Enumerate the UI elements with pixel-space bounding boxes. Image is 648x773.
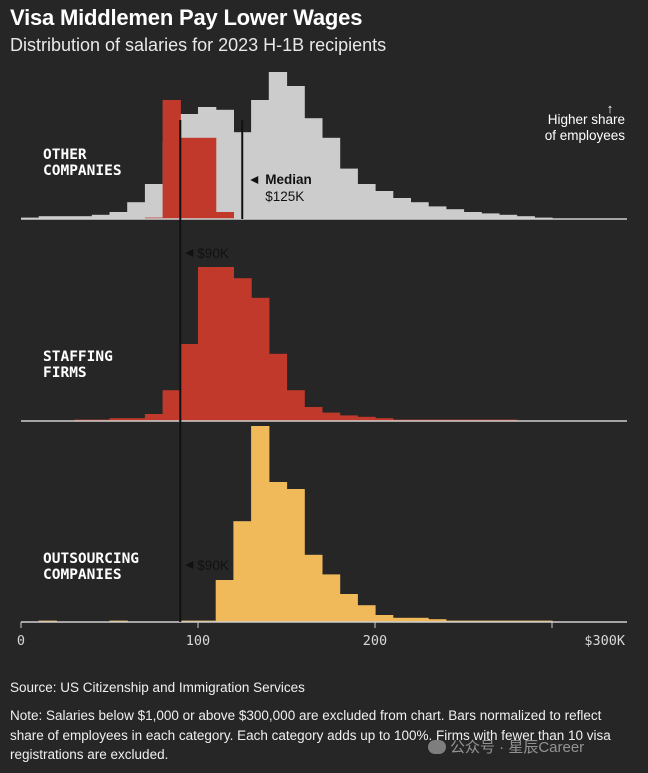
legend-line-2: of employees — [545, 128, 626, 143]
highlight-bar — [215, 212, 234, 219]
series-label: OUTSOURCING COMPANIES — [43, 551, 139, 583]
histogram-bar — [375, 191, 394, 219]
histogram-bar — [357, 184, 376, 219]
highlight-bar — [162, 100, 181, 219]
histogram-bar — [428, 206, 447, 219]
histogram-bar — [339, 594, 358, 622]
histogram-bar — [268, 482, 288, 622]
histogram-bar — [74, 216, 93, 219]
histogram-bar — [233, 278, 252, 421]
median-value-label: $90K — [197, 246, 229, 261]
histogram-bar — [410, 202, 429, 219]
histogram-bar — [127, 202, 146, 219]
x-tick-label: 100 — [186, 633, 210, 649]
x-tick-label: 0 — [17, 633, 25, 649]
watermark: 公众号 · 星辰Career — [428, 736, 584, 757]
histogram-bar — [410, 617, 429, 622]
histogram-bar — [463, 212, 482, 219]
legend-arrow: ↑ — [607, 101, 614, 116]
histogram-bar — [375, 615, 394, 622]
highlight-bar — [198, 137, 217, 219]
histogram-bar — [357, 416, 376, 421]
histogram-bar — [251, 426, 270, 622]
median-marker-icon — [250, 176, 259, 184]
histogram-chart: OTHER COMPANIES Median $125K STAFFING FIRMS $9… — [17, 72, 627, 649]
histogram-bar — [498, 214, 518, 219]
histogram-bar — [516, 216, 535, 219]
histogram-bar — [481, 213, 500, 219]
chart-title: Visa Middlemen Pay Lower Wages — [10, 5, 363, 30]
histogram-bar — [375, 418, 394, 421]
histogram-bar — [215, 109, 234, 219]
source-note: Source: US Citizenship and Immigration S… — [10, 680, 305, 695]
histogram-bar — [109, 418, 128, 421]
histogram-bar — [251, 100, 270, 219]
series-label: OTHER COMPANIES — [43, 147, 122, 179]
histogram-bar — [392, 198, 411, 219]
histogram-bar — [144, 414, 164, 421]
histogram-bar — [215, 267, 234, 421]
median-marker-icon — [185, 561, 194, 569]
histogram-bar — [162, 390, 181, 421]
wechat-icon — [428, 740, 446, 754]
histogram-bar — [268, 72, 288, 219]
histogram-bar — [38, 216, 57, 219]
histogram-bar — [286, 489, 305, 622]
histogram-bar — [251, 297, 270, 421]
histogram-bar — [339, 415, 358, 421]
histogram-bar — [91, 214, 111, 219]
legend-share-note: ↑ Higher share of employees — [545, 101, 626, 143]
median-value-label: $125K — [265, 189, 304, 204]
highlight-bar — [180, 137, 199, 219]
histogram-bar — [339, 168, 358, 219]
histogram-bar — [144, 184, 164, 219]
legend-line-1: Higher share — [548, 112, 625, 127]
series-label: STAFFING FIRMS — [43, 349, 113, 381]
histogram-bar — [304, 554, 323, 622]
median-marker-icon — [185, 249, 194, 257]
footnote: Note: Salaries below $1,000 or above $30… — [10, 708, 611, 762]
histogram-bar — [304, 118, 323, 219]
median-label: Median — [265, 172, 312, 187]
histogram-bar — [304, 407, 323, 421]
histogram-bar — [392, 617, 411, 622]
histogram-bar — [321, 574, 341, 622]
chart-subtitle: Distribution of salaries for 2023 H-1B r… — [10, 35, 387, 55]
watermark-text: 公众号 · 星辰Career — [450, 739, 585, 756]
histogram-bar — [56, 216, 75, 219]
histogram-bar — [286, 390, 305, 421]
histogram-bar — [445, 209, 465, 219]
histogram-bar — [268, 353, 288, 421]
x-tick-label: 200 — [363, 633, 387, 649]
histogram-bar — [233, 521, 252, 622]
histogram-bar — [109, 212, 128, 219]
median-value-label: $90K — [197, 558, 229, 573]
x-tick-label: $300K — [584, 633, 626, 649]
histogram-bar — [357, 605, 376, 622]
histogram-bar — [215, 580, 234, 622]
histogram-bar — [198, 267, 217, 421]
histogram-bar — [321, 412, 341, 421]
histogram-bar — [127, 418, 146, 421]
histogram-bar — [286, 86, 305, 219]
histogram-bar — [428, 619, 447, 622]
histogram-bar — [180, 344, 199, 421]
histogram-bar — [321, 137, 341, 219]
